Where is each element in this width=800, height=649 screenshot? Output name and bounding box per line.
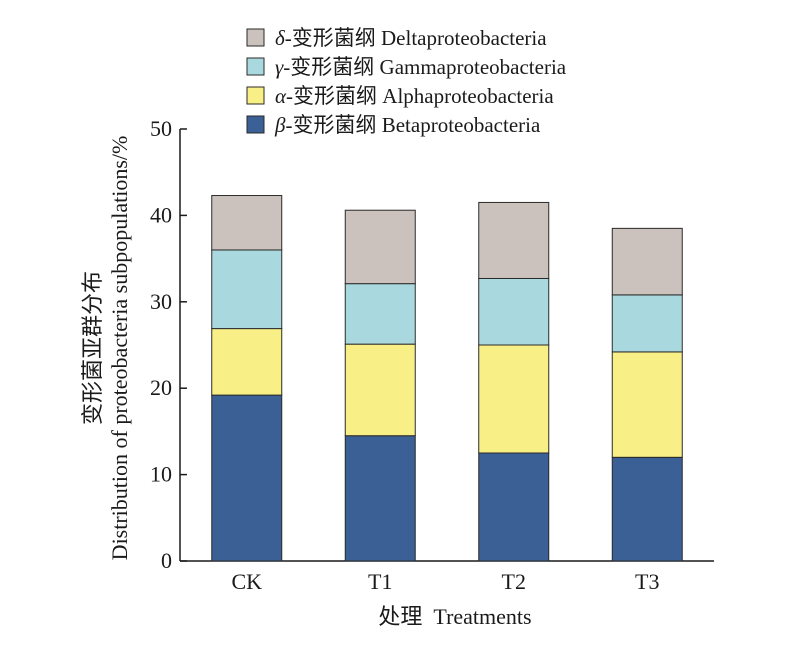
y-tick-label: 20 (150, 375, 172, 400)
x-tick-label: T3 (635, 569, 659, 594)
bars (211, 195, 683, 562)
bar-segment (344, 283, 416, 345)
y-tick-label: 10 (150, 462, 172, 487)
bar-segment (344, 435, 416, 562)
bar-segment (478, 452, 550, 562)
y-axis-title-cn: 变形菌亚群分布 (80, 271, 105, 425)
bar-segment (611, 351, 683, 458)
legend-greek-symbol: α (275, 84, 287, 108)
bar-segment (344, 209, 416, 285)
y-axis: 0 10 20 30 40 50 (150, 116, 187, 573)
legend-cn-label: -变形菌纲 (283, 55, 379, 79)
legend-en-label: Deltaproteobacteria (381, 26, 547, 50)
legend-swatch (246, 57, 265, 76)
axis-titles: 处理 Treatments 变形菌亚群分布 Distribution of pr… (80, 136, 532, 629)
legend-greek-symbol: β (274, 113, 286, 137)
x-axis-title: 处理 Treatments (378, 604, 531, 629)
bar-segment (611, 294, 683, 353)
legend-cn-label: -变形菌纲 (286, 84, 382, 108)
legend-swatch (246, 86, 265, 105)
legend-en-label: Betaproteobacteria (382, 113, 541, 137)
legend-cn-label: -变形菌纲 (285, 113, 381, 137)
legend-swatch (246, 28, 265, 47)
x-tick-label: CK (231, 569, 262, 594)
y-tick-label: 0 (161, 548, 172, 573)
legend-label: γ-变形菌纲 Gammaproteobacteria (275, 55, 567, 79)
legend-cn-label: -变形菌纲 (285, 26, 381, 50)
x-tick-label: T1 (368, 569, 392, 594)
legend-label: δ-变形菌纲 Deltaproteobacteria (275, 26, 547, 50)
bar-segment (478, 344, 550, 454)
y-tick-label: 40 (150, 202, 172, 227)
y-tick-label: 30 (150, 289, 172, 314)
bar-segment (211, 249, 283, 330)
legend-greek-symbol: γ (275, 55, 284, 79)
legend-swatch (246, 115, 265, 134)
legend-label: β-变形菌纲 Betaproteobacteria (274, 113, 541, 137)
bar-segment (478, 277, 550, 346)
y-axis-title-en: Distribution of proteobacteria subpopula… (107, 136, 132, 561)
bar-segment (478, 201, 550, 279)
legend-label: α-变形菌纲 Alphaproteobacteria (275, 84, 554, 108)
bar-segment (211, 195, 283, 251)
bar-segment (211, 394, 283, 562)
legend-en-label: Alphaproteobacteria (382, 84, 554, 108)
bar-segment (211, 328, 283, 396)
bar-segment (611, 456, 683, 562)
y-tick-label: 50 (150, 116, 172, 141)
legend-en-label: Gammaproteobacteria (380, 55, 567, 79)
bar-segment (344, 343, 416, 437)
x-tick-label: T2 (502, 569, 526, 594)
bar-segment (611, 227, 683, 296)
legend-greek-symbol: δ (275, 26, 286, 50)
